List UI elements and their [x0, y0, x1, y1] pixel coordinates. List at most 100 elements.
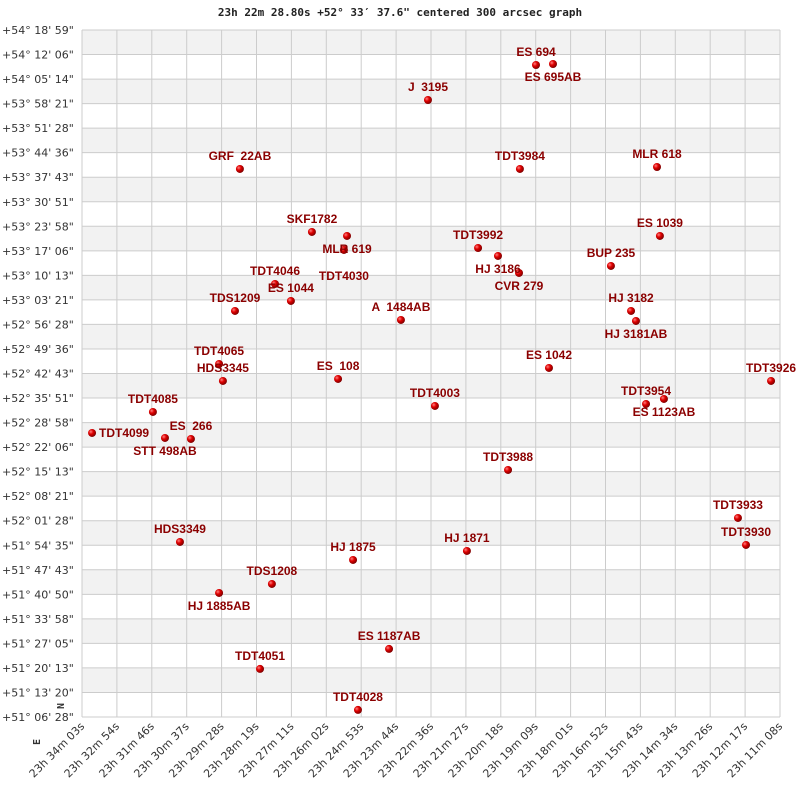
star-point [652, 162, 661, 171]
star-label: HJ 1875 [330, 540, 376, 554]
star-label: GRF 22AB [209, 149, 272, 163]
star-label: ES 694 [516, 45, 556, 59]
y-tick-label: +51° 20' 13" [2, 662, 74, 675]
star-label: A 1484AB [371, 300, 430, 314]
star-label: TDS1208 [247, 564, 298, 578]
star-label: HJ 3181AB [605, 327, 668, 341]
star-label: TDT4051 [235, 649, 285, 663]
y-tick-label: +51° 13' 20" [2, 686, 74, 699]
star-label: HJ 3186 [475, 262, 521, 276]
star-point [349, 555, 358, 564]
y-tick-label: +53° 58' 21" [2, 98, 74, 111]
star-point [504, 465, 513, 474]
y-tick-label: +51° 27' 05" [2, 637, 74, 650]
star-point [267, 579, 276, 588]
y-tick-label: +52° 22' 06" [2, 441, 74, 454]
star-point [742, 540, 751, 549]
star-label: MLR 619 [322, 242, 372, 256]
y-tick-label: +53° 51' 28" [2, 122, 74, 135]
chart-title: 23h 22m 28.80s +52° 33′ 37.6" centered 3… [217, 6, 583, 19]
compass: NE [32, 703, 65, 745]
star-point [286, 296, 295, 305]
star-label: ES 695AB [525, 70, 582, 84]
y-tick-label: +53° 37' 43" [2, 171, 74, 184]
star-point [215, 588, 224, 597]
star-label: TDT3954 [621, 384, 671, 398]
y-tick-label: +54° 12' 06" [2, 49, 74, 62]
star-point [642, 399, 651, 408]
compass-north-label: N [54, 703, 65, 709]
star-label: STT 498AB [133, 444, 197, 458]
y-tick-label: +53° 10' 13" [2, 269, 74, 282]
y-tick-label: +51° 33' 58" [2, 613, 74, 626]
y-tick-label: +52° 28' 58" [2, 417, 74, 430]
star-point [343, 231, 352, 240]
star-label: TDT3930 [721, 525, 771, 539]
star-point [430, 401, 439, 410]
star-label: HJ 1871 [444, 531, 490, 545]
grid-lines [81, 29, 781, 718]
star-point [307, 227, 316, 236]
star-point [271, 279, 280, 288]
star-label: HJ 3182 [608, 291, 654, 305]
y-tick-label: +53° 17' 06" [2, 245, 74, 258]
star-point [396, 315, 405, 324]
star-point [423, 95, 432, 104]
star-point [606, 261, 615, 270]
star-point [493, 251, 502, 260]
star-point [627, 306, 636, 315]
star-point [186, 434, 195, 443]
compass-east-label: E [32, 739, 43, 745]
y-tick-label: +53° 44' 36" [2, 147, 74, 160]
star-point [544, 363, 553, 372]
star-label: TDT3926 [746, 361, 796, 375]
star-label: BUP 235 [587, 246, 636, 260]
star-label: ES 1039 [637, 216, 683, 230]
star-label: TDT4003 [410, 386, 460, 400]
star-label: HDS3345 [197, 361, 249, 375]
star-label: ES 1123AB [633, 405, 696, 419]
y-tick-label: +52° 08' 21" [2, 490, 74, 503]
star-point [659, 394, 668, 403]
star-label: CVR 279 [495, 279, 544, 293]
y-tick-label: +53° 03' 21" [2, 294, 74, 307]
y-tick-label: +51° 54' 35" [2, 539, 74, 552]
y-tick-label: +51° 40' 50" [2, 588, 74, 601]
star-point [515, 268, 524, 277]
star-point [339, 245, 348, 254]
y-tick-label: +52° 42' 43" [2, 368, 74, 381]
y-tick-label: +52° 56' 28" [2, 318, 74, 331]
star-point [148, 407, 157, 416]
star-point [235, 164, 244, 173]
y-tick-label: +52° 49' 36" [2, 343, 74, 356]
y-axis-ticks: +54° 18' 59" +54° 12' 06" +54° 05' 14" +53°… [2, 24, 74, 724]
star-point [353, 705, 362, 714]
y-tick-label: +52° 35' 51" [2, 392, 74, 405]
star-point [334, 374, 343, 383]
star-label: MLR 618 [632, 147, 682, 161]
star-point [256, 664, 265, 673]
star-point [160, 433, 169, 442]
star-label: TDT4085 [128, 392, 178, 406]
star-point [532, 61, 541, 70]
star-label: TDS1209 [210, 291, 261, 305]
y-tick-label: +52° 01' 28" [2, 515, 74, 528]
star-point [515, 164, 524, 173]
star-point [548, 60, 557, 69]
star-label: TDT3992 [453, 228, 503, 242]
star-label: TDT3933 [713, 498, 763, 512]
star-label: TDT4046 [250, 264, 300, 278]
y-tick-label: +52° 15' 13" [2, 466, 74, 479]
data-points: ES 694 ES 695AB J 3195 GRF 22AB TDT3984 MLR 6… [88, 45, 796, 714]
star-point [474, 243, 483, 252]
star-label: TDT3988 [483, 450, 533, 464]
star-label: TDT4099 [99, 426, 149, 440]
star-label: TDT4065 [194, 344, 244, 358]
star-label: TDT3984 [495, 149, 545, 163]
y-tick-label: +51° 47' 43" [2, 564, 74, 577]
star-label: ES 1042 [526, 348, 572, 362]
star-point [215, 359, 224, 368]
y-tick-label: +54° 18' 59" [2, 24, 74, 37]
star-point [218, 376, 227, 385]
star-label: ES 1044 [268, 281, 314, 295]
